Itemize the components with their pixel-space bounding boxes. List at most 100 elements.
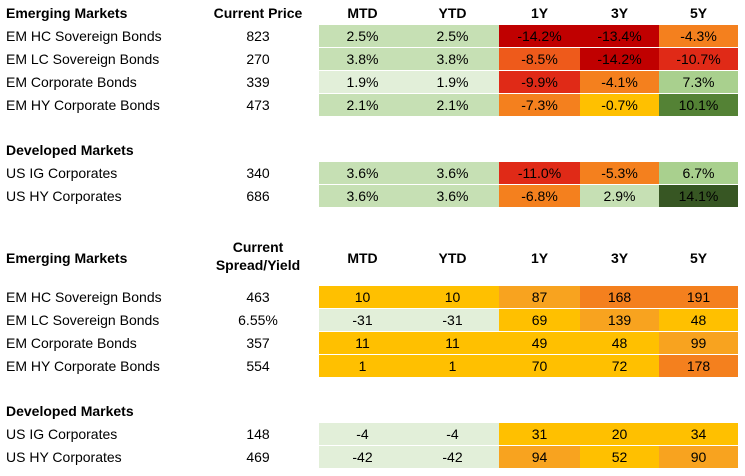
cell-mtd: 3.8% xyxy=(319,48,406,70)
price-dm-header: Developed Markets xyxy=(0,139,745,162)
cell-y5: 7.3% xyxy=(659,71,738,93)
current-value: 469 xyxy=(246,449,270,465)
cell-mtd: 10 xyxy=(319,286,406,308)
cell-y5: 6.7% xyxy=(659,162,738,184)
cell-mtd: 1.9% xyxy=(319,71,406,93)
row-label: EM LC Sovereign Bonds xyxy=(6,51,160,67)
col-header-mtd-spread: MTD xyxy=(347,250,378,266)
cell-y3: -5.3% xyxy=(580,162,659,184)
cell-ytd: -42 xyxy=(406,446,499,468)
cell-y1: -6.8% xyxy=(499,185,580,207)
table-row: US HY Corporates 686 3.6% 3.6% -6.8% 2.9% 14.1… xyxy=(0,185,745,208)
price-header-row: Emerging Markets Current Price MTD YTD 1… xyxy=(0,2,745,25)
cell-y3: 2.9% xyxy=(580,185,659,207)
cell-y1: -7.3% xyxy=(499,94,580,116)
cell-ytd: 1.9% xyxy=(406,71,499,93)
current-value: 270 xyxy=(246,51,270,67)
cell-mtd: 11 xyxy=(319,332,406,354)
cell-y3: 168 xyxy=(580,286,659,308)
table-row: EM HC Sovereign Bonds 463 10 10 87 168 191 xyxy=(0,286,745,309)
spread-dm-header: Developed Markets xyxy=(0,400,745,423)
cell-y5: -10.7% xyxy=(659,48,738,70)
cell-ytd: 2.5% xyxy=(406,25,499,47)
cell-mtd: 1 xyxy=(319,355,406,377)
cell-ytd: 2.1% xyxy=(406,94,499,116)
cell-ytd: 3.6% xyxy=(406,162,499,184)
row-label: US IG Corporates xyxy=(6,426,118,442)
row-label: US IG Corporates xyxy=(6,165,118,181)
table-row: EM HY Corporate Bonds 473 2.1% 2.1% -7.3% -0.… xyxy=(0,94,745,117)
current-value: 339 xyxy=(246,74,270,90)
cell-y5: 178 xyxy=(659,355,738,377)
cell-mtd: 2.5% xyxy=(319,25,406,47)
current-value: 357 xyxy=(246,335,270,351)
col-header-3y-spread: 3Y xyxy=(610,250,629,266)
cell-y1: -8.5% xyxy=(499,48,580,70)
cell-ytd: 3.6% xyxy=(406,185,499,207)
cell-y1: -9.9% xyxy=(499,71,580,93)
table-row: US IG Corporates 148 -4 -4 31 20 34 xyxy=(0,423,745,446)
cell-mtd: -4 xyxy=(319,423,406,445)
cell-y1: 87 xyxy=(499,286,580,308)
col-header-spread-yield-line2: Spread/Yield xyxy=(215,257,301,273)
cell-y3: -0.7% xyxy=(580,94,659,116)
cell-y1: 94 xyxy=(499,446,580,468)
current-value: 473 xyxy=(246,97,270,113)
row-label: EM HY Corporate Bonds xyxy=(6,358,160,374)
row-label: EM Corporate Bonds xyxy=(6,335,137,351)
col-header-ytd-spread: YTD xyxy=(438,250,467,266)
table-row: EM LC Sovereign Bonds 270 3.8% 3.8% -8.5% -14… xyxy=(0,48,745,71)
col-header-ytd: YTD xyxy=(438,5,467,21)
cell-y5: 34 xyxy=(659,423,738,445)
cell-y5: 90 xyxy=(659,446,738,468)
section-title-em: Emerging Markets xyxy=(6,5,128,21)
cell-mtd: -31 xyxy=(319,309,406,331)
row-label: US HY Corporates xyxy=(6,188,122,204)
col-header-3y: 3Y xyxy=(610,5,629,21)
col-header-5y: 5Y xyxy=(689,5,708,21)
cell-ytd: -4 xyxy=(406,423,499,445)
cell-mtd: 3.6% xyxy=(319,185,406,207)
col-header-current-spread: Current Spread/Yield xyxy=(210,238,306,278)
cell-y1: 31 xyxy=(499,423,580,445)
cell-y3: 139 xyxy=(580,309,659,331)
cell-ytd: 3.8% xyxy=(406,48,499,70)
table-row: US IG Corporates 340 3.6% 3.6% -11.0% -5.3% 6.… xyxy=(0,162,745,185)
cell-y1: 70 xyxy=(499,355,580,377)
col-header-current-price: Current Price xyxy=(213,5,303,21)
cell-ytd: 10 xyxy=(406,286,499,308)
cell-y3: 72 xyxy=(580,355,659,377)
col-header-5y-spread: 5Y xyxy=(689,250,708,266)
spread-header-row: Emerging Markets Current Spread/Yield MT… xyxy=(0,238,745,278)
section-title-dm-spread: Developed Markets xyxy=(6,403,134,419)
cell-y1: -11.0% xyxy=(499,162,580,184)
cell-y3: -14.2% xyxy=(580,48,659,70)
cell-y5: -4.3% xyxy=(659,25,738,47)
cell-y5: 99 xyxy=(659,332,738,354)
table-row: EM Corporate Bonds 357 11 11 49 48 99 xyxy=(0,332,745,355)
current-value: 554 xyxy=(246,358,270,374)
cell-y5: 14.1% xyxy=(659,185,738,207)
col-header-current-line1: Current xyxy=(232,239,284,255)
col-header-1y-spread: 1Y xyxy=(530,250,549,266)
cell-y1: -14.2% xyxy=(499,25,580,47)
row-label: US HY Corporates xyxy=(6,449,122,465)
cell-y3: -4.1% xyxy=(580,71,659,93)
cell-ytd: 1 xyxy=(406,355,499,377)
section-title-dm: Developed Markets xyxy=(6,142,134,158)
col-header-1y: 1Y xyxy=(530,5,549,21)
current-value: 340 xyxy=(246,165,270,181)
table-row: US HY Corporates 469 -42 -42 94 52 90 xyxy=(0,446,745,469)
cell-y5: 48 xyxy=(659,309,738,331)
col-header-mtd: MTD xyxy=(347,5,378,21)
row-label: EM HC Sovereign Bonds xyxy=(6,28,162,44)
row-label: EM HC Sovereign Bonds xyxy=(6,289,162,305)
cell-y3: -13.4% xyxy=(580,25,659,47)
cell-mtd: -42 xyxy=(319,446,406,468)
cell-y5: 10.1% xyxy=(659,94,738,116)
row-label: EM LC Sovereign Bonds xyxy=(6,312,160,328)
current-value: 686 xyxy=(246,188,270,204)
cell-y3: 48 xyxy=(580,332,659,354)
current-value: 6.55% xyxy=(238,312,278,328)
row-label: EM Corporate Bonds xyxy=(6,74,137,90)
